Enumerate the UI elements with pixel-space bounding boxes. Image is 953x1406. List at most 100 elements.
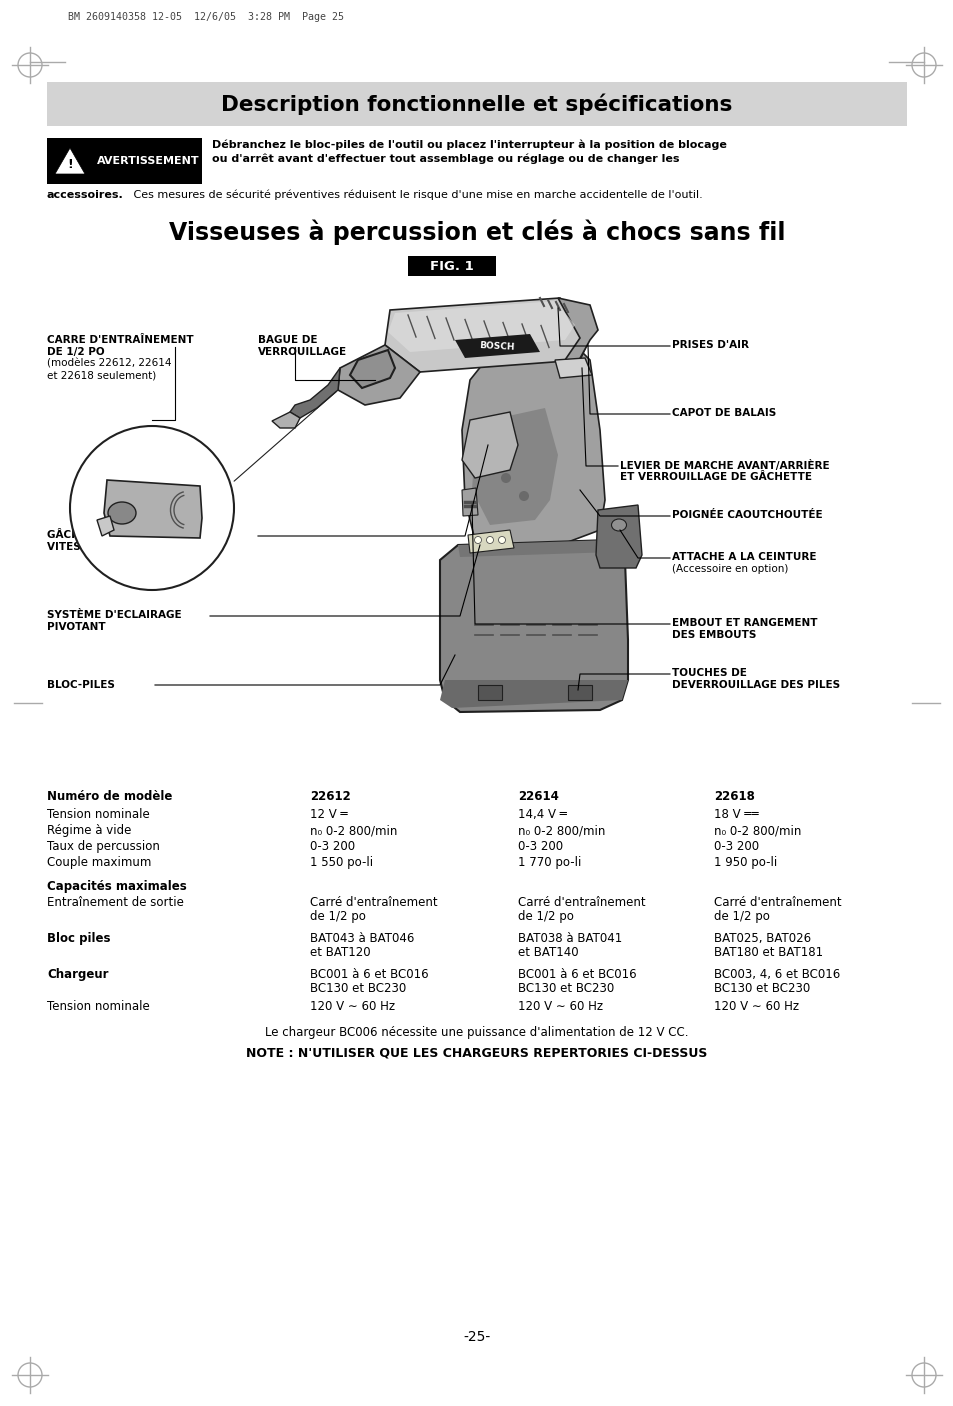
Text: BC130 et BC230: BC130 et BC230: [310, 981, 406, 995]
Text: BM 2609140358 12-05  12/6/05  3:28 PM  Page 25: BM 2609140358 12-05 12/6/05 3:28 PM Page…: [68, 13, 344, 22]
Polygon shape: [472, 408, 558, 524]
Ellipse shape: [108, 502, 136, 524]
Text: de 1/2 po: de 1/2 po: [517, 910, 574, 922]
Text: Tension nominale: Tension nominale: [47, 1000, 150, 1012]
Text: accessoires.: accessoires.: [47, 190, 124, 200]
Text: 12 V ═: 12 V ═: [310, 808, 347, 821]
Text: n₀ 0-2 800/min: n₀ 0-2 800/min: [713, 824, 801, 837]
Text: ATTACHE A LA CEINTURE: ATTACHE A LA CEINTURE: [671, 553, 816, 562]
Text: de 1/2 po: de 1/2 po: [713, 910, 769, 922]
Text: Chargeur: Chargeur: [47, 967, 109, 981]
Text: Carré d'entraînement: Carré d'entraînement: [310, 896, 437, 910]
Text: TOUCHES DE: TOUCHES DE: [671, 668, 746, 678]
Text: Carré d'entraînement: Carré d'entraînement: [713, 896, 841, 910]
Text: et BAT140: et BAT140: [517, 946, 578, 959]
Bar: [567, 685, 592, 700]
Text: LEVIER DE MARCHE AVANT/ARRIÈRE: LEVIER DE MARCHE AVANT/ARRIÈRE: [619, 460, 829, 471]
Text: !: !: [67, 159, 72, 172]
Text: Débranchez le bloc-piles de l'outil ou placez l'interrupteur à la position de bl: Débranchez le bloc-piles de l'outil ou p…: [212, 141, 726, 150]
Circle shape: [486, 537, 493, 544]
Text: et 22618 seulement): et 22618 seulement): [47, 371, 156, 381]
Text: Description fonctionnelle et spécifications: Description fonctionnelle et spécificati…: [221, 93, 732, 115]
Text: Le chargeur BC006 nécessite une puissance d'alimentation de 12 V CC.: Le chargeur BC006 nécessite une puissanc…: [265, 1026, 688, 1039]
Bar: [408, 256, 496, 276]
Text: DEVERROUILLAGE DES PILES: DEVERROUILLAGE DES PILES: [671, 681, 840, 690]
Text: DES EMBOUTS: DES EMBOUTS: [671, 630, 756, 640]
Text: PRISES D'AIR: PRISES D'AIR: [671, 340, 748, 350]
Text: EMBOUT ET RANGEMENT: EMBOUT ET RANGEMENT: [671, 619, 817, 628]
Text: CARRE D'ENTRAÎNEMENT: CARRE D'ENTRAÎNEMENT: [47, 335, 193, 344]
Text: n₀ 0-2 800/min: n₀ 0-2 800/min: [517, 824, 605, 837]
Polygon shape: [461, 488, 477, 516]
Polygon shape: [290, 368, 339, 418]
Text: 1 770 po-li: 1 770 po-li: [517, 856, 580, 869]
Text: NOTE : N'UTILISER QUE LES CHARGEURS REPERTORIES CI-DESSUS: NOTE : N'UTILISER QUE LES CHARGEURS REPE…: [246, 1046, 707, 1059]
Text: Capacités maximales: Capacités maximales: [47, 880, 187, 893]
Text: Ces mesures de sécurité préventives réduisent le risque d'une mise en marche acc: Ces mesures de sécurité préventives rédu…: [130, 190, 702, 201]
Text: BC003, 4, 6 et BC016: BC003, 4, 6 et BC016: [713, 967, 840, 981]
Polygon shape: [468, 530, 514, 553]
Polygon shape: [596, 505, 641, 568]
Polygon shape: [272, 412, 299, 427]
Text: BAT180 et BAT181: BAT180 et BAT181: [713, 946, 822, 959]
Text: BAGUE DE: BAGUE DE: [257, 335, 317, 344]
Polygon shape: [385, 298, 589, 373]
Text: ou d'arrêt avant d'effectuer tout assemblage ou réglage ou de changer les: ou d'arrêt avant d'effectuer tout assemb…: [212, 155, 679, 165]
Text: GÂCHETTE DE COMMANDE A: GÂCHETTE DE COMMANDE A: [47, 530, 213, 540]
Text: (Accessoire en option): (Accessoire en option): [671, 564, 787, 574]
Text: 0-3 200: 0-3 200: [310, 839, 355, 853]
Text: 1 550 po-li: 1 550 po-li: [310, 856, 373, 869]
Polygon shape: [457, 540, 615, 557]
Text: BAT043 à BAT046: BAT043 à BAT046: [310, 932, 414, 945]
Circle shape: [498, 537, 505, 544]
Circle shape: [482, 456, 493, 465]
Text: VERROUILLAGE: VERROUILLAGE: [257, 347, 347, 357]
Text: BAT038 à BAT041: BAT038 à BAT041: [517, 932, 621, 945]
Text: (modèles 22612, 22614: (modèles 22612, 22614: [47, 359, 172, 368]
Polygon shape: [439, 681, 627, 709]
Text: 1 950 po-li: 1 950 po-li: [713, 856, 777, 869]
Polygon shape: [104, 479, 202, 538]
Text: DE 1/2 PO: DE 1/2 PO: [47, 347, 105, 357]
Polygon shape: [337, 344, 419, 405]
Text: Couple maximum: Couple maximum: [47, 856, 152, 869]
Text: POIGNÉE CAOUTCHOUTÉE: POIGNÉE CAOUTCHOUTÉE: [671, 510, 821, 520]
Text: 22612: 22612: [310, 790, 351, 803]
Text: BLOC-PILES: BLOC-PILES: [47, 681, 114, 690]
Text: 120 V ∼ 60 Hz: 120 V ∼ 60 Hz: [310, 1000, 395, 1012]
Text: BC001 à 6 et BC016: BC001 à 6 et BC016: [310, 967, 428, 981]
Text: CAPOT DE BALAIS: CAPOT DE BALAIS: [671, 408, 776, 418]
Polygon shape: [97, 516, 113, 536]
Text: 0-3 200: 0-3 200: [713, 839, 759, 853]
Text: Tension nominale: Tension nominale: [47, 808, 150, 821]
Text: BC130 et BC230: BC130 et BC230: [713, 981, 809, 995]
Text: 18 V ══: 18 V ══: [713, 808, 758, 821]
Text: SYSTÈME D'ECLAIRAGE: SYSTÈME D'ECLAIRAGE: [47, 610, 181, 620]
Text: Régime à vide: Régime à vide: [47, 824, 132, 837]
Text: n₀ 0-2 800/min: n₀ 0-2 800/min: [310, 824, 397, 837]
Text: VITESSE VARIABLE: VITESSE VARIABLE: [47, 541, 155, 553]
Polygon shape: [55, 148, 85, 174]
Text: Carré d'entraînement: Carré d'entraînement: [517, 896, 645, 910]
Text: ET VERROUILLAGE DE GÂCHETTE: ET VERROUILLAGE DE GÂCHETTE: [619, 472, 811, 482]
Text: Taux de percussion: Taux de percussion: [47, 839, 160, 853]
Text: Numéro de modèle: Numéro de modèle: [47, 790, 172, 803]
Polygon shape: [555, 359, 592, 378]
Text: 120 V ∼ 60 Hz: 120 V ∼ 60 Hz: [517, 1000, 602, 1012]
Circle shape: [70, 426, 233, 591]
Text: Visseuses à percussion et clés à chocs sans fil: Visseuses à percussion et clés à chocs s…: [169, 219, 784, 245]
Polygon shape: [558, 298, 598, 361]
Text: de 1/2 po: de 1/2 po: [310, 910, 366, 922]
Polygon shape: [388, 301, 575, 352]
Text: et BAT120: et BAT120: [310, 946, 370, 959]
Text: BOSCH: BOSCH: [478, 340, 515, 352]
Polygon shape: [455, 335, 539, 359]
Text: Bloc piles: Bloc piles: [47, 932, 111, 945]
Text: BC130 et BC230: BC130 et BC230: [517, 981, 614, 995]
Bar: [47, 82, 906, 127]
Text: 22614: 22614: [517, 790, 558, 803]
Text: PIVOTANT: PIVOTANT: [47, 621, 106, 633]
Polygon shape: [461, 412, 517, 478]
Polygon shape: [350, 350, 395, 388]
Text: 14,4 V ═: 14,4 V ═: [517, 808, 566, 821]
